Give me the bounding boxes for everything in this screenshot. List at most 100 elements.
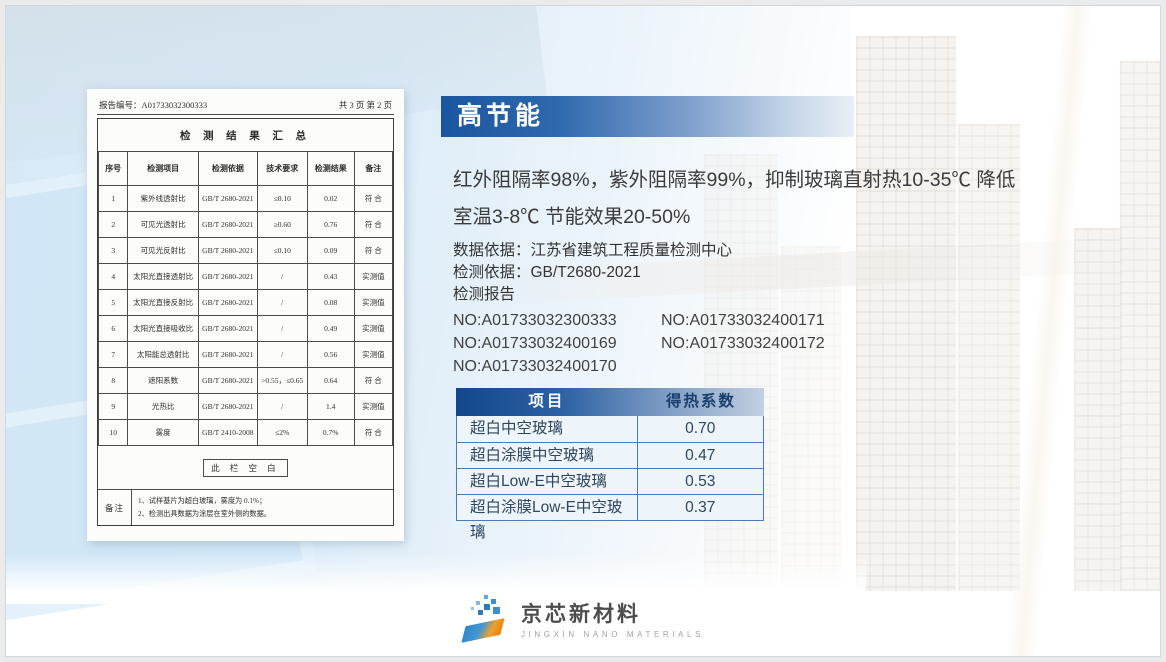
report-table-cell: GB/T 2680-2021 bbox=[197, 211, 258, 238]
report-table-cell: 0.49 bbox=[306, 315, 355, 342]
report-table-row: 1 紫外线透射比 GB/T 2680-2021 ≤0.10 0.02 符 合 bbox=[97, 185, 394, 212]
data-basis-block: 数据依据：江苏省建筑工程质量检测中心 检测依据：GB/T2680-2021 检测报告 bbox=[453, 240, 732, 306]
logo-pixel bbox=[483, 604, 490, 610]
report-table-row: 4 太阳光直接透射比 GB/T 2680-2021/0.43 实测值 bbox=[97, 263, 394, 290]
report-table-cell: / bbox=[256, 289, 308, 316]
report-table-row: 2 可见光透射比 GB/T 2680-2021 ≥0.60 0.76 符 合 bbox=[97, 211, 394, 238]
heat-table-col-coefficient: 得热系数 bbox=[665, 393, 736, 410]
text-line: 检测依据：GB/T2680-2021 bbox=[453, 264, 641, 281]
text-line: 室温3-8℃ 节能效果20-50% bbox=[453, 206, 691, 228]
report-table-cell: 实测值 bbox=[353, 263, 394, 290]
report-table-cell: 光热比 bbox=[127, 393, 199, 420]
report-table-cell: 遮阳系数 bbox=[127, 367, 199, 394]
heat-table-row: 超白涂膜中空玻璃 0.47 bbox=[457, 442, 763, 468]
report-table-cell: 9 bbox=[97, 393, 129, 420]
heat-table-project-cell: 超白中空玻璃 bbox=[457, 416, 638, 442]
report-results-table: 序号 检测项目 检测依据 技术要求 检测结果 备注 1 紫外线透射比 GB/T 2680-20… bbox=[97, 151, 394, 446]
heat-table-project-cell: 超白涂膜Low-E中空玻璃 bbox=[457, 495, 638, 541]
report-table-cell: 实测值 bbox=[353, 393, 394, 420]
report-table-cell: 太阳光直接透射比 bbox=[127, 263, 199, 290]
report-table-cell: 实测值 bbox=[353, 315, 394, 342]
logo-base-shape bbox=[461, 618, 505, 643]
energy-saving-description: 红外阻隔率98%，紫外阻隔率99%，抑制玻璃直射热10-35℃ 降低 室温3-8℃… bbox=[453, 162, 1108, 236]
report-document-header: 报告编号：A01733032300333 共 3 页 第 2 页 bbox=[97, 97, 394, 115]
report-table-cell: 太阳能总透射比 bbox=[127, 341, 199, 368]
report-table-cell: ≤2% bbox=[256, 419, 308, 446]
report-column-header: 检测项目 bbox=[127, 151, 199, 186]
report-table-cell: 10 bbox=[97, 419, 129, 446]
test-report-document: 报告编号：A01733032300333 共 3 页 第 2 页 检 测 结 果… bbox=[87, 89, 404, 541]
report-table-cell: / bbox=[256, 341, 308, 368]
report-table-cell: GB/T 2680-2021 bbox=[197, 315, 258, 342]
background-building bbox=[781, 246, 841, 591]
text-line: 1、试样基片为超白玻璃，雾度为 0.1%； bbox=[138, 496, 267, 505]
report-column-header: 检测依据 bbox=[197, 151, 258, 186]
report-table-cell: 可见光反射比 bbox=[127, 237, 199, 264]
report-table-row: 6 太阳光直接吸收比 GB/T 2680-2021/0.49 实测值 bbox=[97, 315, 394, 342]
heat-table-row: 超白Low-E中空玻璃 0.53 bbox=[457, 468, 763, 494]
report-blank-section: 此 栏 空 白 bbox=[98, 446, 393, 490]
report-table-row: 5 太阳光直接反射比 GB/T 2680-2021/0.08 实测值 bbox=[97, 289, 394, 316]
background-building bbox=[958, 124, 1020, 591]
report-table-cell: GB/T 2680-2021 bbox=[197, 367, 258, 394]
report-table-cell: 符 合 bbox=[353, 237, 394, 264]
report-table-row: 10 雾度 GB/T 2410-2008 ≤2% 0.7% 符 合 bbox=[97, 419, 394, 446]
report-table-cell: 0.76 bbox=[306, 211, 355, 238]
heat-table-project-cell: 超白Low-E中空玻璃 bbox=[457, 469, 638, 494]
report-table-cell: ≥0.60 bbox=[256, 211, 308, 238]
company-logo: 京芯新材料 JINGXIN NANO MATERIALS bbox=[461, 594, 704, 643]
report-table-cell: 太阳光直接反射比 bbox=[127, 289, 199, 316]
heat-table-coefficient-cell: 0.37 bbox=[685, 499, 716, 516]
logo-pixel-icon bbox=[461, 594, 512, 643]
report-table-cell: 1 bbox=[97, 185, 129, 212]
report-table-cell: 0.56 bbox=[306, 341, 355, 368]
report-table-cell: 0.09 bbox=[306, 237, 355, 264]
report-table-row: 9 光热比 GB/T 2680-2021/1.4 实测值 bbox=[97, 393, 394, 420]
heat-table-coefficient-cell: 0.47 bbox=[685, 447, 716, 464]
report-title: 检 测 结 果 汇 总 bbox=[179, 131, 312, 142]
report-number: 报告编号：A01733032300333 bbox=[99, 100, 208, 110]
report-table-cell: 7 bbox=[97, 341, 129, 368]
report-column-header: 序号 bbox=[97, 151, 129, 186]
report-table-cell: / bbox=[256, 263, 308, 290]
report-table-cell: / bbox=[256, 393, 308, 420]
section-title-banner: 高节能 bbox=[441, 96, 854, 137]
heat-table-coefficient-cell: 0.53 bbox=[685, 473, 716, 490]
report-table-cell: GB/T 2680-2021 bbox=[197, 263, 258, 290]
report-remark-label: 备注 bbox=[98, 490, 132, 525]
report-table-cell: 符 合 bbox=[353, 419, 394, 446]
heat-table-row: 超白涂膜Low-E中空玻璃 0.37 bbox=[457, 494, 763, 541]
background-building bbox=[1120, 61, 1160, 591]
report-table-cell: 太阳光直接吸收比 bbox=[127, 315, 199, 342]
report-table-cell: ≤0.10 bbox=[256, 237, 308, 264]
heat-table-col-project: 项目 bbox=[528, 393, 566, 410]
report-remark-row: 备注 1、试样基片为超白玻璃，雾度为 0.1%； 2、检测出具数据为涂层在室外侧的… bbox=[98, 490, 393, 525]
report-table-cell: 实测值 bbox=[353, 289, 394, 316]
report-number-row: NO:A01733032400169 NO:A01733032400172 bbox=[453, 332, 825, 355]
report-table-cell: 1.4 bbox=[306, 393, 355, 420]
report-table-cell: 0.7% bbox=[306, 419, 355, 446]
heat-table-row: 超白中空玻璃 0.70 bbox=[457, 416, 763, 442]
report-table-cell: GB/T 2680-2021 bbox=[197, 341, 258, 368]
logo-pixel bbox=[490, 599, 496, 604]
report-table-row: 7 太阳能总透射比 GB/T 2680-2021/0.56 实测值 bbox=[97, 341, 394, 368]
logo-pixel bbox=[483, 595, 488, 599]
background-building bbox=[704, 154, 778, 591]
report-table-cell: 3 bbox=[97, 237, 129, 264]
report-table-cell: 2 bbox=[97, 211, 129, 238]
report-table-header-row: 序号 检测项目 检测依据 技术要求 检测结果 备注 bbox=[97, 151, 394, 186]
report-table-cell: 6 bbox=[97, 315, 129, 342]
heat-table-project-cell: 超白涂膜中空玻璃 bbox=[457, 443, 638, 468]
report-table-cell: GB/T 2680-2021 bbox=[197, 237, 258, 264]
report-table-cell: 紫外线透射比 bbox=[127, 185, 199, 212]
heat-table-body: 超白中空玻璃 0.70 超白涂膜中空玻璃 0.47 超白Low-E中空玻璃 0.53 超白涂… bbox=[456, 416, 764, 541]
logo-pixel bbox=[470, 607, 474, 610]
logo-pixel bbox=[475, 601, 480, 605]
report-table-cell: 符 合 bbox=[353, 185, 394, 212]
report-table-cell: 0.08 bbox=[306, 289, 355, 316]
report-number-value: NO:A01733032400171 bbox=[661, 312, 825, 329]
heat-table-coefficient-cell: 0.70 bbox=[685, 420, 716, 437]
heat-coefficient-table: 项目 得热系数 超白中空玻璃 0.70 超白涂膜中空玻璃 0.47 超白Low-E中空玻… bbox=[456, 388, 764, 541]
report-number-row: NO:A01733032400170 bbox=[453, 355, 825, 378]
logo-pixel bbox=[477, 610, 483, 615]
